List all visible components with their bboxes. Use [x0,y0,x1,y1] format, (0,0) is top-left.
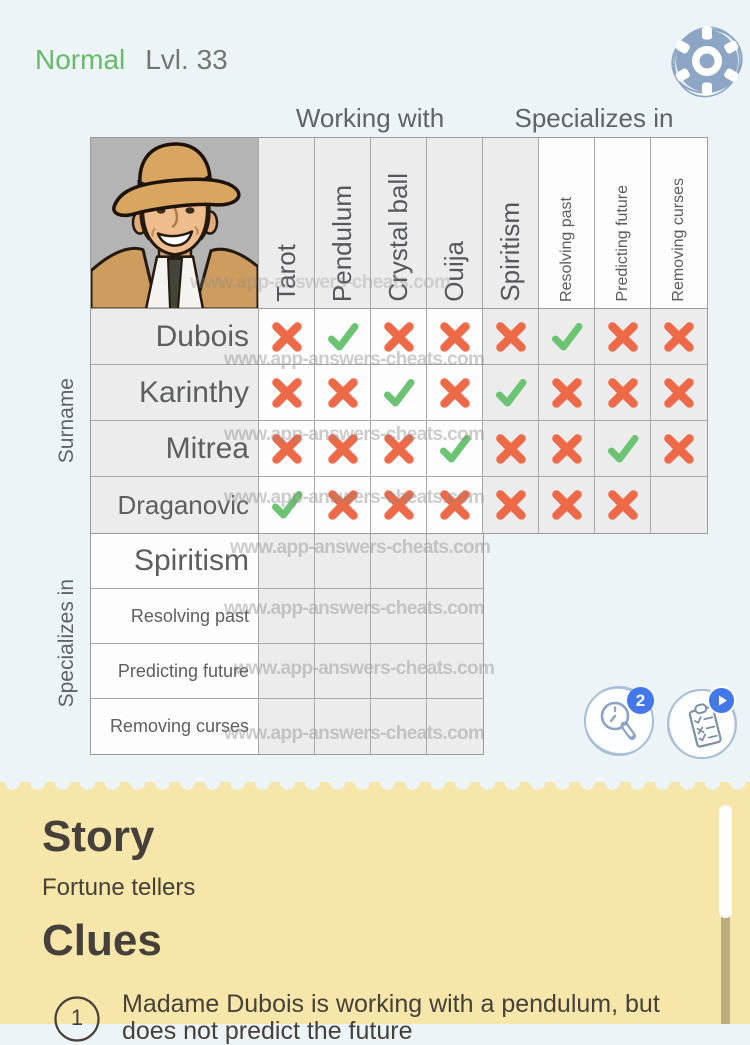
column-header-ouija: Ouija [427,138,483,309]
grid-cell-karinthy-predicting-future[interactable] [595,365,651,421]
grid-cell-mitrea-predicting-future[interactable] [595,421,651,477]
row-group-label-specializes-in: Specializes in [55,578,78,708]
row-header-mitrea: Mitrea [91,421,259,477]
grid-cell-karinthy-removing-curses[interactable] [651,365,707,421]
grid-cell-dubois-tarot[interactable] [259,309,315,365]
grid-cell-draganovic-resolving-past[interactable] [539,477,595,533]
grid-cell-mitrea-ouija[interactable] [427,421,483,477]
grid-cell-resolving-past-ouija[interactable] [427,589,483,644]
grid-cell-removing-curses-ouija[interactable] [427,699,483,754]
character-portrait [91,138,259,309]
group-header-specializes-in: Specializes in [514,103,674,133]
grid-cell-karinthy-tarot[interactable] [259,365,315,421]
clue-number: 1 [70,1005,84,1030]
column-header-spiritism: Spiritism [483,138,539,309]
row-header-spiritism: Spiritism [91,534,259,589]
story-text: Fortune tellers [42,874,196,901]
grid-cell-draganovic-crystal-ball[interactable] [371,477,427,533]
grid-cell-dubois-resolving-past[interactable] [539,309,595,365]
clipboard-checklist-icon [664,689,740,765]
top-bar: Normal Lvl. 33 [35,44,228,76]
grid-cell-draganovic-predicting-future[interactable] [595,477,651,533]
grid-cell-draganovic-spiritism[interactable] [483,477,539,533]
grid-cell-dubois-pendulum[interactable] [315,309,371,365]
grid-cell-mitrea-tarot[interactable] [259,421,315,477]
row-header-draganovic: Draganovic [91,477,259,533]
grid-cell-mitrea-crystal-ball[interactable] [371,421,427,477]
grid-cell-removing-curses-pendulum[interactable] [315,699,371,754]
grid-cell-spiritism-pendulum[interactable] [315,534,371,589]
grid-cell-mitrea-removing-curses[interactable] [651,421,707,477]
row-group-label-surname: Surname [55,377,78,464]
column-header-tarot: Tarot [259,138,315,309]
grid-cell-dubois-predicting-future[interactable] [595,309,651,365]
column-header-crystal-ball: Crystal ball [371,138,427,309]
grid-cell-predicting-future-pendulum[interactable] [315,644,371,699]
clues-heading: Clues [42,916,162,965]
grid-cell-mitrea-resolving-past[interactable] [539,421,595,477]
row-header-removing-curses: Removing curses [91,699,259,754]
grid-bottom-block: Spiritism Resolving past Predicting future… [90,533,484,755]
scrollbar-thumb[interactable] [719,805,732,918]
grid-cell-resolving-past-pendulum[interactable] [315,589,371,644]
grid-cell-predicting-future-ouija[interactable] [427,644,483,699]
column-header-resolving-past: Resolving past [539,138,595,309]
grid-cell-karinthy-spiritism[interactable] [483,365,539,421]
story-clues-card [0,782,750,1024]
grid-cell-draganovic-ouija[interactable] [427,477,483,533]
grid-cell-dubois-ouija[interactable] [427,309,483,365]
settings-button[interactable] [669,24,745,100]
grid-cell-mitrea-spiritism[interactable] [483,421,539,477]
grid-cell-karinthy-resolving-past[interactable] [539,365,595,421]
magnifier-icon [581,686,657,762]
row-header-resolving-past: Resolving past [91,589,259,644]
gear-icon [669,26,745,103]
grid-cell-draganovic-removing-curses[interactable] [651,477,707,533]
grid-cell-draganovic-tarot[interactable] [259,477,315,533]
grid-header-row: Tarot Pendulum Crystal ball Ouija Spiritism R… [90,137,708,310]
grid-cell-draganovic-pendulum[interactable] [315,477,371,533]
grid-cell-mitrea-pendulum[interactable] [315,421,371,477]
row-header-karinthy: Karinthy [91,365,259,421]
grid-cell-removing-curses-tarot[interactable] [259,699,315,754]
scrollbar-track[interactable] [721,917,730,1024]
grid-cell-resolving-past-tarot[interactable] [259,589,315,644]
grid-cell-predicting-future-crystal-ball[interactable] [371,644,427,699]
grid-cell-dubois-crystal-ball[interactable] [371,309,427,365]
grid-cell-karinthy-crystal-ball[interactable] [371,365,427,421]
grid-cell-spiritism-tarot[interactable] [259,534,315,589]
story-heading: Story [42,812,155,861]
grid-cell-spiritism-ouija[interactable] [427,534,483,589]
clue-number-circle: 1 [53,995,101,1043]
grid-cell-dubois-removing-curses[interactable] [651,309,707,365]
row-header-dubois: Dubois [91,309,259,365]
grid-cell-dubois-spiritism[interactable] [483,309,539,365]
column-header-removing-curses: Removing curses [651,138,707,309]
grid-cell-resolving-past-crystal-ball[interactable] [371,589,427,644]
play-icon [707,686,736,715]
grid-cell-predicting-future-tarot[interactable] [259,644,315,699]
row-header-predicting-future: Predicting future [91,644,259,699]
column-header-predicting-future: Predicting future [595,138,651,309]
group-header-working-with: Working with [295,103,445,133]
difficulty-label: Normal [35,44,126,75]
level-label: Lvl. 33 [145,44,228,75]
grid-cell-karinthy-pendulum[interactable] [315,365,371,421]
grid-cell-spiritism-crystal-ball[interactable] [371,534,427,589]
grid-cell-removing-curses-crystal-ball[interactable] [371,699,427,754]
grid-cell-karinthy-ouija[interactable] [427,365,483,421]
grid-top-block: Dubois Karinthy Mitrea Draganovic [90,308,708,534]
clue-text: Madame Dubois is working with a pendulum… [122,990,660,1045]
hint-count-badge: 2 [627,687,654,714]
column-header-pendulum: Pendulum [315,138,371,309]
